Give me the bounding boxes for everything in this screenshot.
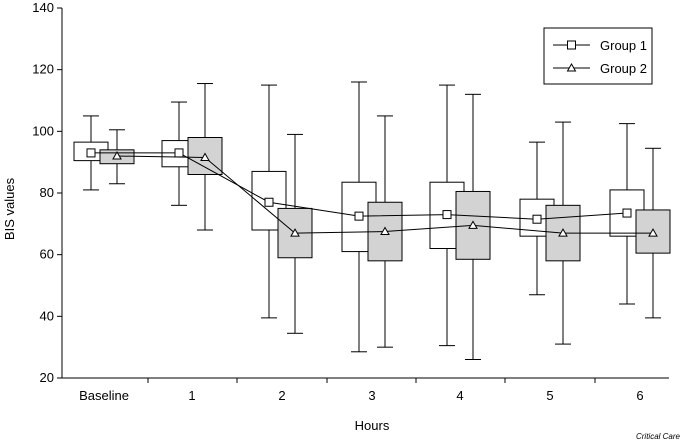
square-marker-5	[532, 214, 542, 224]
x-tick-label: 2	[278, 388, 285, 403]
triangle-marker-3	[380, 226, 390, 236]
y-tick-label: 40	[40, 308, 54, 323]
y-tick-label: 100	[32, 123, 54, 138]
triangle-marker-4	[468, 220, 478, 229]
triangle-marker-Baseline	[112, 150, 122, 160]
legend: Group 1 Group 2	[543, 27, 653, 85]
x-tick-label: 3	[368, 388, 375, 403]
boxes	[73, 81, 671, 360]
square-marker-4	[442, 210, 452, 220]
square-marker-2	[264, 197, 274, 207]
y-axis-title: BIS values	[2, 177, 17, 240]
x-tick-label: Baseline	[79, 388, 129, 403]
legend-square-icon	[567, 40, 576, 50]
y-tick-label: 60	[40, 247, 54, 262]
triangle-marker-5	[558, 228, 568, 237]
box-2-6	[635, 147, 671, 319]
y-tick-label: 120	[32, 62, 54, 77]
median-markers	[86, 148, 658, 237]
y-ticks: 20 40 60 80 100 120 140	[32, 0, 62, 385]
y-tick-label: 140	[32, 0, 54, 15]
x-axis-title: Hours	[355, 418, 390, 433]
x-tick-label: 5	[546, 388, 553, 403]
x-tick-label: 6	[636, 388, 643, 403]
square-marker-3	[354, 211, 364, 221]
triangle-marker-2	[290, 228, 300, 237]
legend-label-group-2: Group 2	[600, 61, 647, 76]
square-marker-6	[622, 208, 632, 218]
square-marker-1	[174, 148, 184, 158]
legend-box	[543, 27, 653, 85]
x-ticks: Baseline 1 2 3 4 5 6	[79, 378, 644, 403]
legend-label-group-1: Group 1	[600, 38, 647, 53]
y-tick-label: 80	[40, 185, 54, 200]
y-tick-label: 20	[40, 370, 54, 385]
x-tick-label: 4	[456, 388, 463, 403]
legend-triangle-icon	[566, 62, 577, 72]
square-marker-Baseline	[86, 148, 96, 158]
credit-text: Critical Care	[636, 432, 681, 441]
x-tick-label: 1	[188, 388, 195, 403]
triangle-marker-6	[648, 228, 658, 237]
triangle-marker-1	[200, 152, 210, 162]
